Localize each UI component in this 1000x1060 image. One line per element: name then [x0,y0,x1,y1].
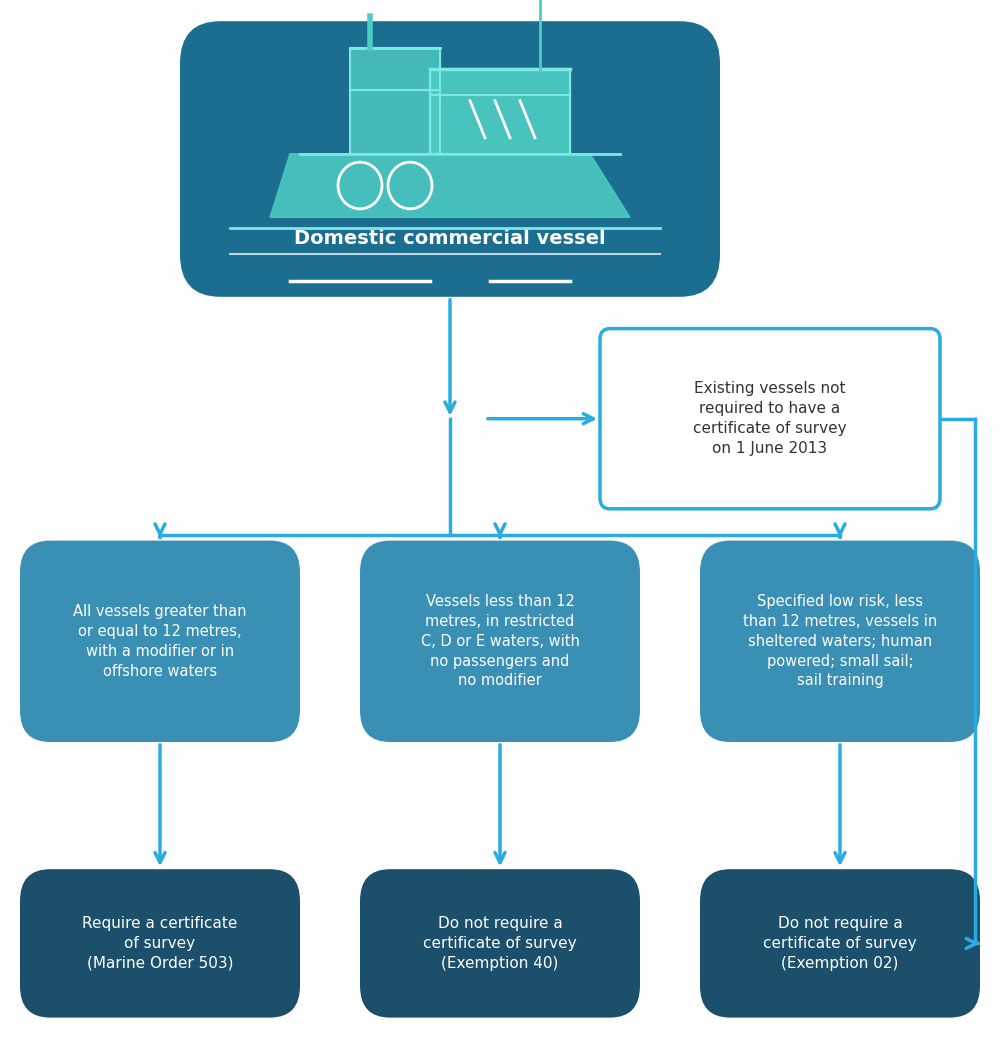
FancyBboxPatch shape [180,21,720,297]
FancyBboxPatch shape [700,541,980,742]
Text: All vessels greater than
or equal to 12 metres,
with a modifier or in
offshore w: All vessels greater than or equal to 12 … [73,604,247,678]
FancyBboxPatch shape [20,541,300,742]
Text: Existing vessels not
required to have a
certificate of survey
on 1 June 2013: Existing vessels not required to have a … [693,382,847,456]
Text: Do not require a
certificate of survey
(Exemption 02): Do not require a certificate of survey (… [763,916,917,971]
Polygon shape [350,48,440,154]
Text: Domestic commercial vessel: Domestic commercial vessel [294,229,606,248]
Text: Require a certificate
of survey
(Marine Order 503): Require a certificate of survey (Marine … [82,916,238,971]
Text: Specified low risk, less
than 12 metres, vessels in
sheltered waters; human
powe: Specified low risk, less than 12 metres,… [743,595,937,688]
FancyBboxPatch shape [600,329,940,509]
FancyBboxPatch shape [20,869,300,1018]
FancyBboxPatch shape [360,869,640,1018]
Polygon shape [430,69,570,154]
Text: Vessels less than 12
metres, in restricted
C, D or E waters, with
no passengers : Vessels less than 12 metres, in restrict… [421,595,579,688]
Polygon shape [270,154,630,217]
FancyBboxPatch shape [360,541,640,742]
FancyBboxPatch shape [700,869,980,1018]
Text: Do not require a
certificate of survey
(Exemption 40): Do not require a certificate of survey (… [423,916,577,971]
